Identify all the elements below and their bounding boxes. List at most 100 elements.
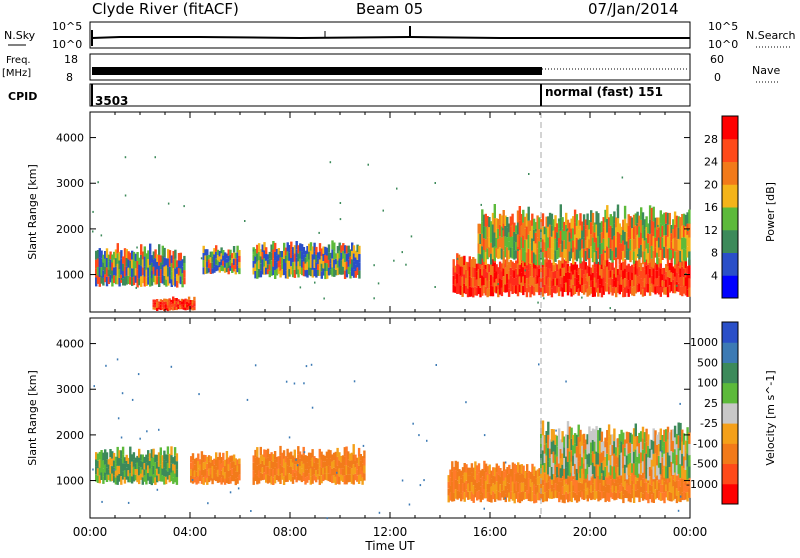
echo-cell [156, 454, 159, 462]
echo-cell [112, 467, 116, 476]
echo-cell [187, 306, 191, 310]
echo-cell [156, 261, 159, 270]
echo-cell [270, 476, 273, 485]
echo-cell [554, 285, 557, 294]
echo-cell [456, 273, 459, 284]
echo-cell [506, 482, 509, 490]
echo-cell [688, 488, 691, 498]
echo-cell [545, 239, 548, 251]
echo-cell [318, 448, 321, 458]
echo-cell [679, 494, 682, 503]
echo-cell [112, 460, 116, 468]
echo-cell [286, 448, 289, 458]
echo-cell [463, 482, 466, 493]
echo-cell [204, 255, 207, 262]
echo-cell [261, 460, 264, 468]
echo-cell [297, 245, 300, 254]
echo-cell [593, 466, 596, 479]
echo-cell [107, 262, 110, 270]
echo-cell [661, 214, 664, 226]
echo-cell [164, 304, 168, 308]
echo-cell [286, 251, 289, 261]
echo-cell [136, 462, 139, 470]
echo-cell [593, 489, 597, 500]
echo-speck [504, 461, 507, 464]
echo-cell [518, 276, 521, 285]
echo-cell [490, 232, 493, 243]
echo-cell [261, 252, 264, 260]
echo-cell [256, 253, 259, 262]
echo-cell [465, 269, 468, 278]
echo-cell [148, 453, 152, 461]
echo-cell [622, 432, 625, 445]
echo-cell [641, 426, 645, 439]
echo-cell [526, 490, 529, 499]
echo-cell [198, 475, 202, 481]
echo-cell [266, 466, 270, 475]
echo-cell [575, 434, 579, 447]
echo-cell [604, 282, 607, 292]
echo-cell [263, 449, 266, 457]
echo-cell [449, 469, 452, 478]
echo-cell [598, 466, 602, 480]
echo-cell [127, 476, 130, 483]
echo-cell [156, 299, 159, 302]
echo-cell [518, 493, 522, 504]
echo-cell [504, 267, 507, 277]
echo-cell [572, 240, 575, 253]
power-ylabel: Slant Range [km] [26, 164, 39, 260]
echo-cell [213, 254, 216, 261]
echo-cell [529, 494, 532, 502]
echo-speck [378, 511, 381, 514]
echo-cell [105, 474, 109, 482]
echo-cell [581, 491, 584, 500]
echo-cell [222, 460, 225, 468]
echo-speck [97, 181, 99, 184]
echo-cell [345, 253, 349, 262]
echo-cell [165, 258, 168, 266]
echo-cell [638, 237, 641, 249]
echo-cell [654, 270, 657, 279]
echo-speck [537, 301, 539, 304]
echo-cell [317, 264, 320, 270]
echo-cell [172, 300, 175, 304]
echo-cell [591, 212, 595, 226]
echo-cell [293, 457, 296, 465]
echo-cell [467, 491, 470, 500]
echo-cell [236, 459, 239, 466]
echo-cell [238, 458, 241, 464]
echo-cell [501, 470, 504, 478]
echo-cell [340, 245, 343, 253]
echo-speck [517, 249, 519, 251]
echo-cell [526, 481, 529, 491]
echo-cell [272, 469, 275, 478]
echo-cell [536, 226, 539, 238]
echo-cell [349, 271, 352, 279]
echo-cell [150, 458, 153, 468]
echo-cell [109, 251, 112, 260]
echo-cell [116, 446, 119, 457]
echo-cell [232, 258, 236, 266]
echo-cell [308, 243, 311, 252]
echo-cell [231, 263, 234, 268]
y-tick-label: 1000 [56, 269, 84, 282]
echo-cell [311, 457, 314, 467]
colorbar-tick-label: -500 [693, 458, 718, 471]
echo-cell [463, 492, 466, 502]
echo-cell [343, 253, 347, 263]
echo-cell [618, 274, 621, 285]
echo-cell [538, 229, 541, 242]
echo-cell [147, 250, 150, 259]
echo-cell [316, 474, 320, 480]
colorbar-swatch [722, 184, 738, 208]
echo-cell [177, 268, 181, 276]
echo-speck [92, 210, 94, 213]
echo-cell [266, 474, 270, 484]
echo-cell [522, 257, 525, 268]
echo-cell [331, 267, 334, 277]
echo-cell [556, 232, 559, 242]
echo-cell [557, 260, 561, 270]
echo-cell [513, 270, 516, 278]
colorbar-tick-label: 8 [711, 247, 718, 260]
echo-cell [223, 478, 227, 485]
